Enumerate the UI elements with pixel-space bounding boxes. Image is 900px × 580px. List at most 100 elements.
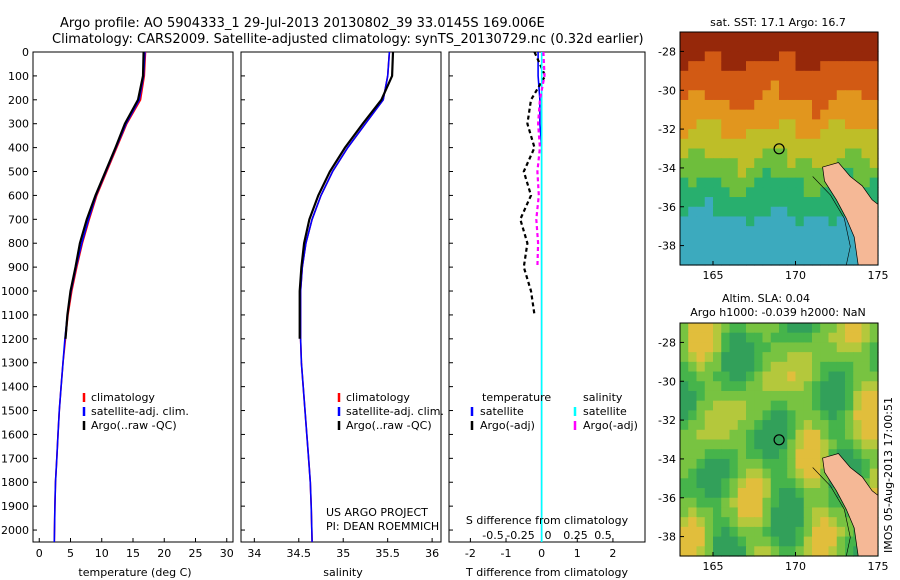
sla-map-cell xyxy=(803,517,813,528)
sla-map-cell xyxy=(762,439,772,450)
sst-map-cell xyxy=(746,206,755,218)
sla-map-cell xyxy=(713,390,722,402)
sst-lat-tick-label: -34 xyxy=(658,162,676,175)
sst-map-cell xyxy=(795,138,805,150)
depth-tick-label: 1900 xyxy=(1,500,29,513)
sst-map-cell xyxy=(729,61,739,72)
sst-map-cell xyxy=(713,206,722,218)
sla-map-cell xyxy=(754,420,764,431)
sla-map-cell xyxy=(762,381,772,392)
sst-map-cell xyxy=(737,187,747,198)
sla-map-cell xyxy=(713,488,722,499)
sst-map-cell xyxy=(869,177,879,188)
sst-map-cell xyxy=(729,226,739,237)
sst-map-cell xyxy=(680,51,689,62)
sla-map-cell xyxy=(795,449,805,460)
sla-map-cell xyxy=(803,332,813,344)
sst-map-cell xyxy=(680,235,689,247)
sla-map-cell xyxy=(721,536,731,547)
sst-map-cell xyxy=(812,41,821,53)
sst-map-cell xyxy=(688,167,698,179)
sla-map-cell xyxy=(836,332,846,344)
diff-legend-temp-label: satellite xyxy=(480,405,524,418)
sst-map-cell xyxy=(721,197,731,208)
sla-map-cell xyxy=(787,526,797,538)
sla-map-cell xyxy=(853,410,863,421)
sst-map-cell xyxy=(845,158,854,169)
sla-map-cell xyxy=(770,449,780,460)
sst-map-cell xyxy=(812,158,821,169)
sst-map-cell xyxy=(787,70,797,82)
sst-map-cell xyxy=(795,70,805,82)
sla-map-cell xyxy=(812,526,821,538)
sst-map-cell xyxy=(696,80,706,91)
sst-map-cell xyxy=(795,216,805,227)
sst-map-cell xyxy=(688,80,698,91)
sst-lat-tick-label: -38 xyxy=(658,240,676,253)
sst-map-cell xyxy=(696,167,706,179)
sla-map-cell xyxy=(746,458,755,470)
sla-map-cell xyxy=(729,390,739,402)
sla-lat-tick-label: -34 xyxy=(658,453,676,466)
sst-map-cell xyxy=(704,226,714,237)
sst-map-cell xyxy=(869,61,879,72)
sst-map-cell xyxy=(828,99,838,111)
sst-map-cell xyxy=(762,138,772,150)
sst-map-cell xyxy=(803,129,813,140)
sla-map-cell xyxy=(853,381,863,392)
sst-map-cell xyxy=(803,119,813,130)
sst-map-cell xyxy=(812,177,821,188)
sla-map-cell xyxy=(770,371,780,382)
sst-map-cell xyxy=(721,235,731,247)
sst-map-cell xyxy=(795,80,805,91)
sla-map-cell xyxy=(820,449,830,460)
sst-map-cell xyxy=(803,206,813,218)
sst-map-cell xyxy=(820,129,830,140)
sla-map-cell xyxy=(762,536,772,547)
sla-lat-tick-label: -36 xyxy=(658,492,676,505)
sla-map-cell xyxy=(721,478,731,489)
sla-map-cell xyxy=(762,323,772,334)
sst-map-cell xyxy=(853,41,863,53)
sst-map-cell xyxy=(869,167,879,179)
sst-map-cell xyxy=(828,119,838,130)
sla-map-cell xyxy=(754,361,764,373)
sla-map-cell xyxy=(795,458,805,470)
sla-map-cell xyxy=(861,390,871,402)
sst-map-cell xyxy=(795,158,805,169)
sst-lat-tick-label: -32 xyxy=(658,123,676,136)
sla-map-cell xyxy=(746,507,755,518)
sla-map-cell xyxy=(746,361,755,373)
diff-x-tick-label: 1 xyxy=(574,547,581,560)
sla-map-cell xyxy=(680,400,689,411)
sla-map-cell xyxy=(680,390,689,402)
sla-map-cell xyxy=(746,390,755,402)
sla-map-cell xyxy=(845,352,854,363)
sst-map-cell xyxy=(869,119,879,130)
sla-map-cell xyxy=(869,410,879,421)
sla-map-cell xyxy=(729,526,739,538)
sla-map-cell xyxy=(795,497,805,509)
sla-map-cell xyxy=(853,332,863,344)
sst-map-cell xyxy=(713,138,722,150)
sla-map-contour xyxy=(812,467,851,557)
sla-map-cell xyxy=(787,420,797,431)
sla-map-cell xyxy=(803,352,813,363)
sst-lon-tick-label: 170 xyxy=(785,269,806,282)
sla-map-cell xyxy=(729,429,739,441)
sst-map-cell xyxy=(836,51,846,62)
sst-map-cell xyxy=(828,51,838,62)
sla-map-cell xyxy=(770,332,780,344)
diff-legend-sal-label: Argo(-adj) xyxy=(583,419,638,432)
sst-map-cell xyxy=(828,235,838,247)
sla-map-cell xyxy=(754,323,764,334)
sst-map-cell xyxy=(713,119,722,130)
sla-map-cell xyxy=(770,507,780,518)
sst-map-cell xyxy=(869,148,879,159)
sla-map-cell xyxy=(795,381,805,392)
sst-map-cell xyxy=(803,158,813,169)
sla-map-cell xyxy=(746,420,755,431)
sst-map-cell xyxy=(762,226,772,237)
sla-map-cell xyxy=(787,458,797,470)
sst-map-cell xyxy=(754,51,764,62)
